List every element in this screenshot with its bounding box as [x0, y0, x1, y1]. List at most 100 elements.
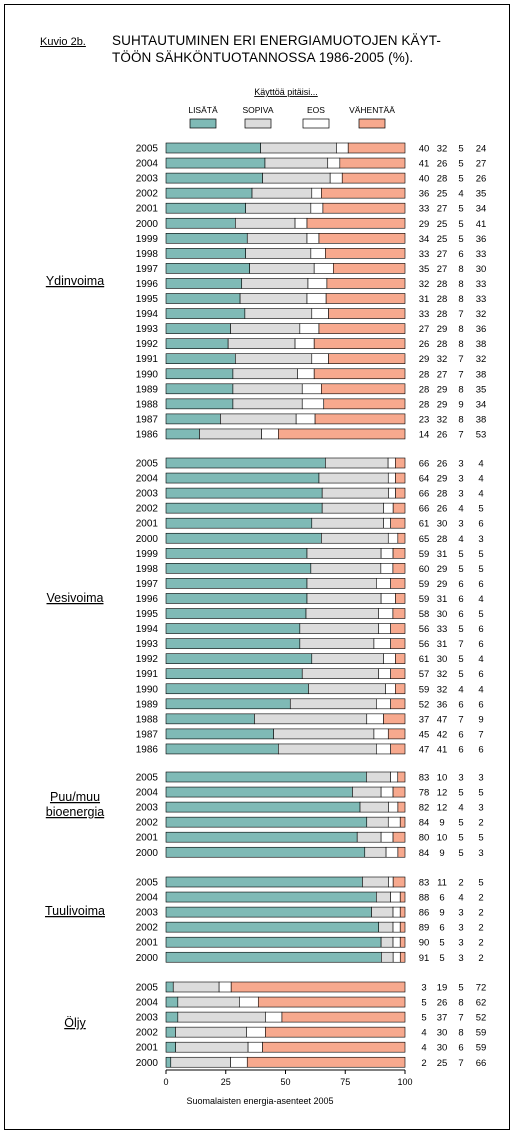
data-label-sopiva: 5: [439, 953, 444, 964]
data-label-sopiva: 6: [439, 923, 444, 934]
data-label-sopiva: 31: [437, 639, 448, 650]
bar-segment-eos: [294, 338, 315, 349]
bar-segment-lisata: [165, 563, 312, 574]
bar-segment-lisata: [165, 1056, 172, 1068]
data-label-eos: 6: [458, 1043, 463, 1054]
bar-segment-vahentaa: [390, 517, 406, 529]
data-label-lisata: 32: [419, 279, 430, 290]
data-label-lisata: 5: [421, 998, 426, 1009]
bar-segment-lisata: [165, 532, 322, 544]
year-label: 2001: [136, 519, 159, 530]
bar-segment-sopiva: [232, 368, 298, 380]
bar-segment-vahentaa: [257, 996, 406, 1008]
bar-segment-sopiva: [244, 308, 313, 319]
data-label-lisata: 27: [419, 324, 430, 335]
data-label-sopiva: 12: [437, 788, 448, 799]
bar-segment-vahentaa: [390, 698, 406, 710]
bar-segment-lisata: [165, 1026, 176, 1038]
bar-segment-sopiva: [359, 801, 389, 813]
year-label: 2002: [136, 818, 159, 829]
bar-segment-sopiva: [251, 187, 313, 199]
data-label-vahentaa: 6: [478, 699, 483, 710]
data-label-vahentaa: 33: [476, 249, 487, 260]
data-label-sopiva: 29: [437, 399, 448, 410]
bar-segment-eos: [380, 593, 396, 604]
bar-segment-sopiva: [264, 157, 329, 169]
data-label-lisata: 28: [419, 399, 430, 410]
year-label: 1993: [136, 324, 159, 335]
data-label-sopiva: 26: [437, 429, 448, 440]
bar-segment-sopiva: [227, 338, 296, 349]
bar-segment-vahentaa: [397, 771, 406, 783]
data-label-vahentaa: 35: [476, 384, 487, 395]
bar-segment-vahentaa: [399, 906, 406, 918]
bar-segment-sopiva: [177, 1011, 266, 1023]
data-label-eos: 3: [458, 923, 463, 934]
year-label: 2000: [136, 848, 159, 859]
data-label-eos: 5: [458, 174, 463, 185]
data-label-vahentaa: 32: [476, 309, 487, 320]
data-label-eos: 7: [458, 369, 463, 380]
year-label: 2003: [136, 803, 159, 814]
data-label-sopiva: 10: [437, 773, 448, 784]
data-label-sopiva: 30: [437, 519, 448, 530]
data-label-sopiva: 10: [437, 833, 448, 844]
bar-segment-lisata: [165, 921, 380, 933]
bar-segment-lisata: [165, 172, 263, 184]
data-label-vahentaa: 5: [478, 878, 483, 889]
year-label: 2002: [136, 923, 159, 934]
bar-segment-sopiva: [254, 713, 368, 725]
data-label-lisata: 83: [419, 878, 430, 889]
figure-frame: [4, 4, 510, 1130]
bar-segment-sopiva: [311, 517, 384, 529]
year-label: 1988: [136, 714, 159, 725]
data-label-lisata: 60: [419, 564, 430, 575]
data-label-vahentaa: 5: [478, 564, 483, 575]
bar-segment-vahentaa: [306, 217, 406, 229]
data-label-vahentaa: 62: [476, 998, 487, 1009]
data-label-sopiva: 19: [437, 983, 448, 994]
data-label-vahentaa: 6: [478, 624, 483, 635]
bar-segment-sopiva: [260, 142, 337, 154]
bar-segment-lisata: [165, 771, 367, 783]
bar-segment-eos: [388, 876, 394, 888]
year-label: 1990: [136, 369, 159, 380]
data-label-lisata: 26: [419, 339, 430, 350]
bar-segment-sopiva: [172, 981, 220, 993]
bar-segment-eos: [373, 638, 391, 649]
bar-segment-lisata: [165, 891, 377, 903]
year-label: 1988: [136, 399, 159, 410]
data-label-eos: 3: [458, 489, 463, 500]
data-label-vahentaa: 2: [478, 938, 483, 949]
data-label-lisata: 14: [419, 429, 430, 440]
year-label: 1991: [136, 354, 159, 365]
bar-segment-lisata: [165, 683, 309, 695]
data-label-sopiva: 32: [437, 669, 448, 680]
data-label-lisata: 57: [419, 669, 430, 680]
data-label-lisata: 5: [421, 1013, 426, 1024]
data-label-sopiva: 31: [437, 594, 448, 605]
data-label-eos: 5: [458, 204, 463, 215]
data-label-vahentaa: 36: [476, 234, 487, 245]
bar-segment-eos: [239, 996, 259, 1008]
data-label-lisata: 66: [419, 489, 430, 500]
year-label: 2005: [136, 459, 159, 470]
data-label-eos: 8: [458, 294, 463, 305]
bar-segment-vahentaa: [332, 263, 406, 274]
bar-segment-lisata: [165, 278, 243, 289]
bar-segment-vahentaa: [390, 578, 406, 589]
data-label-eos: 7: [458, 429, 463, 440]
year-label: 1995: [136, 294, 159, 305]
data-label-eos: 5: [458, 624, 463, 635]
bar-segment-eos: [336, 142, 349, 154]
data-label-sopiva: 12: [437, 803, 448, 814]
bar-segment-sopiva: [262, 172, 331, 184]
bar-segment-lisata: [165, 293, 241, 304]
bar-segment-vahentaa: [397, 532, 406, 544]
bar-segment-sopiva: [376, 891, 391, 903]
data-label-sopiva: 25: [437, 1058, 448, 1069]
data-label-vahentaa: 26: [476, 174, 487, 185]
bar-segment-lisata: [165, 413, 221, 425]
data-label-vahentaa: 4: [478, 459, 483, 470]
data-label-eos: 4: [458, 534, 463, 545]
